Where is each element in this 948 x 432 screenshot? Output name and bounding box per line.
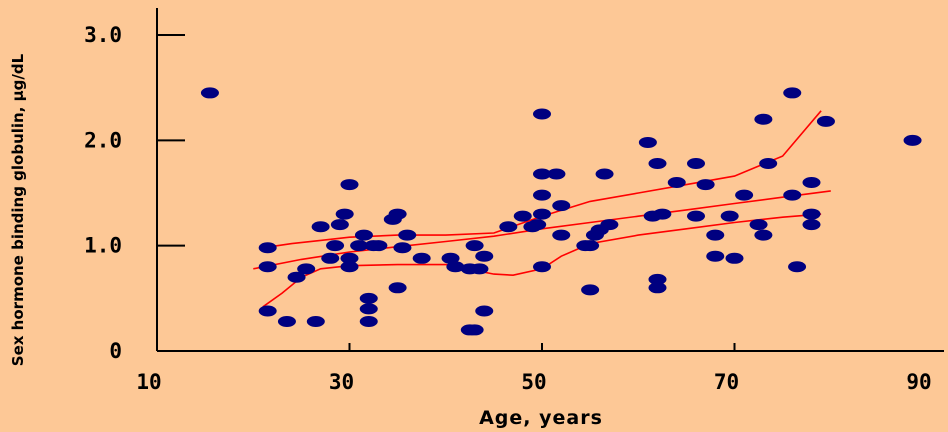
data-point <box>533 261 551 273</box>
data-point <box>725 252 744 264</box>
y-tick-label: 1.0 <box>84 234 122 258</box>
data-point <box>350 240 369 252</box>
data-point <box>816 115 835 127</box>
y-tick-label: 0 <box>109 339 122 363</box>
data-point <box>330 219 349 231</box>
data-point <box>335 208 354 220</box>
data-point <box>258 261 277 273</box>
data-point <box>388 282 407 294</box>
y-axis-ticks: 0 1.0 2.0 3.0 <box>84 23 185 363</box>
data-point <box>687 158 705 170</box>
data-point <box>802 208 821 220</box>
data-point <box>533 168 551 180</box>
data-point <box>667 176 686 188</box>
data-point <box>533 189 551 201</box>
data-point <box>802 176 821 188</box>
data-point <box>340 252 359 264</box>
data-point <box>340 179 359 191</box>
data-point <box>533 108 551 120</box>
x-tick-label: 70 <box>714 370 739 394</box>
x-axis-ticks: 10 30 50 70 90 <box>136 343 932 394</box>
data-point <box>706 229 725 241</box>
data-point <box>552 229 571 241</box>
x-tick-label: 90 <box>906 370 931 394</box>
data-point <box>638 136 657 148</box>
data-points <box>200 87 922 336</box>
data-point <box>277 316 296 328</box>
data-point <box>200 87 219 99</box>
data-point <box>475 250 494 262</box>
data-point <box>258 242 277 254</box>
data-point <box>340 261 359 273</box>
data-point <box>788 261 807 273</box>
data-point <box>441 252 460 264</box>
data-point <box>513 210 532 222</box>
data-point <box>528 219 547 231</box>
data-point <box>359 316 378 328</box>
data-point <box>465 324 484 336</box>
data-point <box>783 87 802 99</box>
data-point <box>446 261 465 273</box>
y-axis-title: Sex hormone binding globulin, µg/dL <box>9 53 27 366</box>
trend-curve <box>262 213 822 308</box>
data-point <box>754 229 773 241</box>
data-point <box>749 219 768 231</box>
data-point <box>706 250 725 262</box>
data-point <box>648 282 667 294</box>
data-point <box>412 252 431 264</box>
data-point <box>648 273 667 285</box>
x-tick-label: 50 <box>521 370 546 394</box>
data-point <box>720 210 739 222</box>
data-point <box>533 208 551 220</box>
data-point <box>499 221 518 233</box>
data-point <box>783 189 802 201</box>
data-point <box>735 189 754 201</box>
data-point <box>393 242 412 254</box>
data-point <box>552 200 571 212</box>
data-point <box>321 252 340 264</box>
data-point <box>297 263 316 275</box>
x-tick-label: 10 <box>136 370 161 394</box>
data-point <box>258 305 277 317</box>
data-point <box>687 210 705 222</box>
data-point <box>398 229 417 241</box>
data-point <box>388 208 407 220</box>
x-tick-label: 30 <box>329 370 354 394</box>
data-point <box>903 134 922 146</box>
data-point <box>475 305 494 317</box>
y-tick-label: 2.0 <box>84 128 122 152</box>
data-point <box>369 240 388 252</box>
y-tick-label: 3.0 <box>84 23 122 47</box>
data-point <box>595 168 614 180</box>
data-point <box>326 240 345 252</box>
data-point <box>696 179 715 191</box>
x-axis-title: Age, years <box>479 407 603 429</box>
data-point <box>600 219 619 231</box>
data-point <box>465 240 484 252</box>
data-point <box>648 158 667 170</box>
data-point <box>653 208 672 220</box>
data-point <box>754 113 773 125</box>
data-point <box>581 284 600 296</box>
trend-curve <box>262 110 822 249</box>
data-point <box>306 316 325 328</box>
data-point <box>581 240 600 252</box>
data-point <box>547 168 566 180</box>
data-point <box>759 158 778 170</box>
data-point <box>354 229 373 241</box>
data-point <box>311 221 330 233</box>
data-point <box>359 292 378 304</box>
data-point <box>802 219 821 231</box>
data-point <box>359 303 378 315</box>
data-point <box>470 263 489 275</box>
data-point <box>287 271 306 283</box>
